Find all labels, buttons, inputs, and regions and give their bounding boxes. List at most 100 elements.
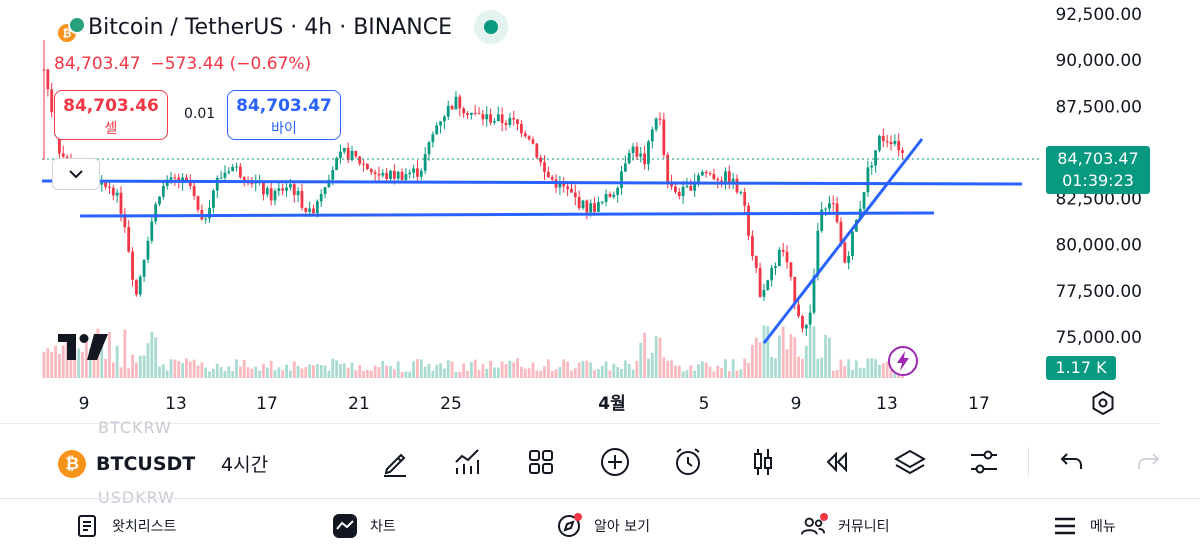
candle-body bbox=[639, 153, 643, 157]
candle-body bbox=[377, 173, 381, 176]
price-axis[interactable]: 92,500.00 90,000.00 87,500.00 82,500.00 80,0… bbox=[1055, 5, 1142, 348]
candle-body bbox=[658, 118, 662, 120]
indicators-icon[interactable] bbox=[448, 442, 488, 482]
volume-bar bbox=[708, 366, 712, 378]
volume-bar bbox=[754, 337, 758, 378]
symbol-selector[interactable]: ₿ BTCUSDT bbox=[58, 448, 195, 480]
volume-bar bbox=[158, 366, 161, 378]
drawing-pen-icon[interactable] bbox=[375, 442, 415, 482]
undo-icon[interactable] bbox=[1052, 442, 1092, 482]
volume-bar bbox=[820, 357, 824, 378]
volume-bar bbox=[604, 361, 608, 378]
layers-icon[interactable] bbox=[890, 442, 930, 482]
symbol-scroll-prev[interactable]: BTCKRW bbox=[98, 418, 172, 437]
candle-body bbox=[535, 143, 539, 158]
candle-body bbox=[543, 162, 546, 172]
interval-selector[interactable]: 4시간 bbox=[221, 454, 269, 476]
candle-body bbox=[481, 114, 485, 120]
candle-body bbox=[597, 202, 600, 212]
candle-body bbox=[192, 185, 196, 197]
candle-body bbox=[150, 221, 154, 241]
buy-button[interactable]: 84,703.47 바이 bbox=[227, 90, 341, 140]
candle-body bbox=[689, 185, 693, 191]
candle-body bbox=[781, 249, 785, 252]
nav-menu[interactable]: 메뉴 bbox=[1052, 510, 1116, 542]
tradingview-logo-icon[interactable] bbox=[58, 334, 108, 360]
lightning-icon[interactable] bbox=[887, 345, 919, 377]
candle-body bbox=[727, 171, 731, 184]
nav-watchlist[interactable]: 왓치리스트 bbox=[74, 510, 176, 542]
volume-bar bbox=[308, 364, 312, 378]
volume-bar bbox=[362, 370, 365, 378]
volume-bar bbox=[500, 361, 504, 378]
volume-bar bbox=[797, 356, 800, 378]
layout-grid-icon[interactable] bbox=[521, 442, 561, 482]
candle-body bbox=[238, 166, 242, 178]
candle-body bbox=[862, 192, 866, 209]
support-line-upper[interactable] bbox=[41, 179, 1023, 186]
chart-settings-icon[interactable] bbox=[1090, 390, 1116, 416]
volume-bar bbox=[539, 370, 543, 378]
settings-sliders-icon[interactable] bbox=[964, 442, 1004, 482]
nav-explore[interactable]: 알아 보기 bbox=[556, 510, 650, 542]
volume-bar bbox=[146, 343, 150, 378]
symbol-header[interactable]: ₿ Bitcoin / TetherUS · 4h · BINANCE bbox=[58, 10, 452, 44]
candle-body bbox=[119, 192, 123, 215]
volume-bar bbox=[712, 371, 716, 378]
replay-icon[interactable] bbox=[816, 442, 856, 482]
nav-community[interactable]: 커뮤니티 bbox=[800, 510, 890, 542]
volume-bar bbox=[731, 359, 735, 378]
volume-bar bbox=[635, 360, 639, 378]
volume-bar bbox=[581, 360, 585, 378]
candle-body bbox=[754, 256, 758, 268]
volume-bar bbox=[716, 365, 720, 378]
candle-body bbox=[358, 156, 362, 164]
candle-body bbox=[708, 173, 712, 175]
volume-bar bbox=[246, 367, 250, 378]
volume-bar bbox=[566, 361, 569, 378]
volume-bar bbox=[219, 367, 223, 378]
price-chart[interactable]: 92,500.00 90,000.00 87,500.00 82,500.00 80,0… bbox=[0, 0, 1200, 420]
candle-type-icon[interactable] bbox=[743, 442, 783, 482]
volume-bar bbox=[839, 359, 843, 378]
sell-button[interactable]: 84,703.46 셀 bbox=[54, 90, 168, 140]
candle-body bbox=[308, 208, 312, 212]
alarm-icon[interactable] bbox=[668, 442, 708, 482]
volume-bar bbox=[131, 354, 134, 378]
volume-bar bbox=[881, 363, 885, 378]
candle-body bbox=[550, 177, 554, 180]
candle-body bbox=[704, 171, 708, 174]
market-status-icon[interactable] bbox=[474, 10, 508, 44]
candle-body bbox=[623, 163, 627, 172]
volume-bar bbox=[516, 358, 519, 378]
candle-body bbox=[331, 170, 335, 180]
collapse-legend-button[interactable] bbox=[52, 158, 100, 190]
volume-bar bbox=[273, 370, 277, 378]
volume-bar bbox=[777, 335, 781, 378]
volume-bar bbox=[212, 368, 215, 378]
add-icon[interactable] bbox=[595, 442, 635, 482]
volume-bar bbox=[319, 365, 323, 378]
volume-bar bbox=[169, 359, 173, 378]
time-axis[interactable]: 9 13 17 21 25 4월 5 9 13 17 bbox=[79, 394, 990, 414]
candle-body bbox=[589, 203, 593, 213]
volume-bar bbox=[408, 371, 412, 378]
support-line-lower[interactable] bbox=[79, 211, 935, 218]
volume-bar bbox=[335, 360, 338, 378]
volume-bar bbox=[127, 368, 131, 378]
candle-countdown: 01:39:23 bbox=[1062, 171, 1134, 190]
candle-body bbox=[439, 121, 442, 126]
candle-body bbox=[408, 172, 412, 175]
candle-body bbox=[127, 227, 131, 252]
candle-body bbox=[616, 187, 620, 195]
candle-body bbox=[173, 177, 177, 179]
trend-line[interactable] bbox=[762, 138, 924, 344]
candle-body bbox=[227, 171, 231, 173]
candle-body bbox=[123, 214, 127, 228]
volume-bar bbox=[46, 348, 50, 378]
volume-bar bbox=[135, 362, 138, 378]
volume-bar bbox=[558, 367, 562, 378]
chart-icon bbox=[332, 513, 358, 539]
symbol-scroll-next[interactable]: USDKRW bbox=[98, 488, 175, 507]
nav-chart[interactable]: 차트 bbox=[332, 510, 396, 542]
